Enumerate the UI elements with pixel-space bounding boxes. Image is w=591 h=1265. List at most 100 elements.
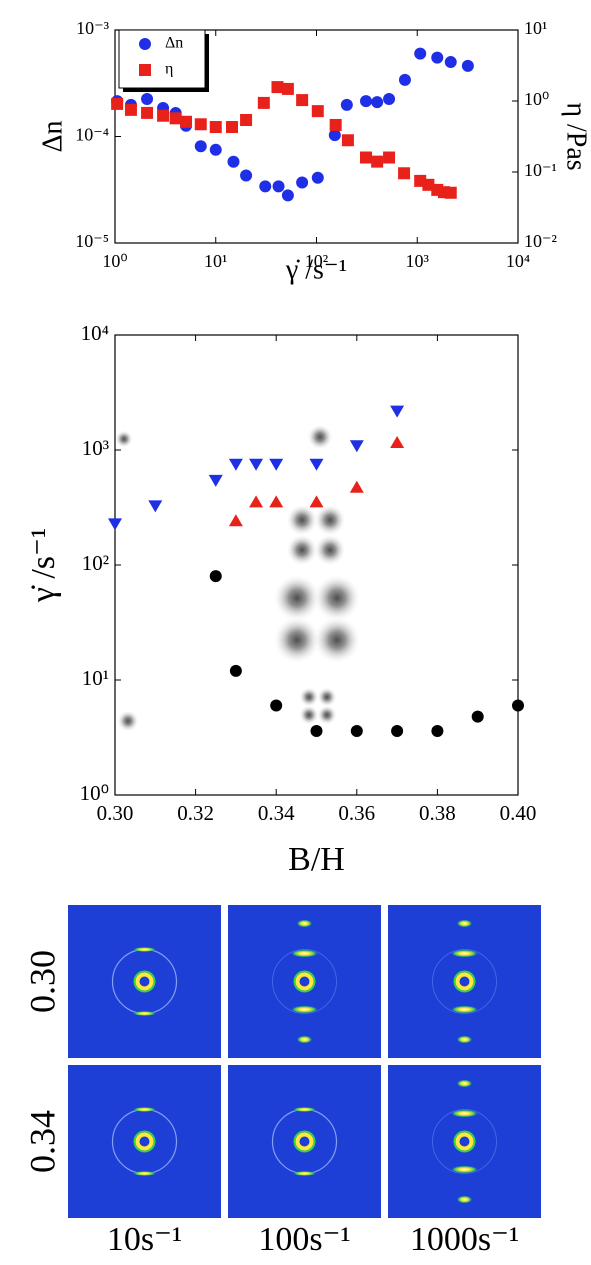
legend-marker [139,38,151,50]
spot [450,949,479,958]
marker [281,82,294,95]
pattern-image [68,1065,221,1218]
y2-axis-label: η /Pas [561,102,591,170]
x-tick-label: 0.38 [419,801,456,825]
center-halo [293,1130,316,1153]
marker [228,458,243,471]
y2-tick-label: 10⁻² [524,231,557,251]
marker [141,106,154,119]
spot [290,1005,319,1014]
marker [209,121,222,134]
marker [209,143,222,156]
center-ring [295,1132,314,1151]
marker [360,151,373,164]
marker [240,169,253,182]
y-tick-label: 10⁰ [80,781,109,805]
y2-tick-label: 10⁰ [524,89,549,109]
center-halo [453,970,476,993]
y2-tick-label: 10⁻¹ [524,160,557,180]
pattern-image [68,905,221,1058]
outer-ring [272,949,337,1014]
ring-arc [292,1171,317,1176]
marker [169,112,182,125]
column-label: 100s⁻¹ [258,1221,350,1258]
marker [310,725,323,738]
marker [281,189,294,202]
marker [512,699,524,712]
marker [227,155,240,168]
column-label: 10s⁻¹ [107,1221,182,1258]
marker [371,155,384,168]
spot [450,1109,479,1118]
marker [341,134,354,147]
spot [450,1165,479,1174]
x-tick-label: 10⁰ [102,251,127,271]
pattern-bg [228,905,381,1058]
marker [398,167,411,180]
pattern-bg [228,1065,381,1218]
y-tick-label: 10² [82,551,109,575]
marker [383,151,396,164]
x-tick-label: 10³ [406,251,430,271]
marker [383,92,396,105]
marker [141,92,154,105]
pattern-image [228,905,381,1058]
spot [456,919,473,928]
ring-arc [132,1011,157,1016]
center-halo [293,970,316,993]
marker [226,121,239,134]
ring-arc [292,1107,317,1112]
y-axis-label: γ̇ /s⁻¹ [25,528,62,603]
marker [108,518,122,531]
center-halo [453,1130,476,1153]
inset [307,424,333,450]
spot [296,1035,313,1044]
spot [290,949,319,958]
marker [360,95,373,108]
center-halo [133,1130,156,1153]
marker [431,51,444,64]
y-tick-label: 10⁻⁵ [75,231,109,251]
x-tick-label: 0.32 [177,801,214,825]
spot [456,1079,473,1088]
y2-tick-label: 10¹ [524,18,547,38]
marker [180,115,193,128]
x-tick-label: 10² [305,251,328,271]
marker [194,118,207,131]
marker [390,436,405,449]
spot [450,1005,479,1014]
marker [240,114,253,127]
marker [390,405,405,418]
y-tick-label: 10⁻³ [76,18,110,38]
marker [391,725,404,738]
x-axis-label: γ̇ /s⁻¹ [285,254,347,285]
marker [124,103,137,116]
inset [299,687,337,725]
ring-arc [132,947,157,952]
center-halo [133,970,156,993]
marker [296,94,309,107]
y-tick-label: 10⁴ [81,321,109,345]
legend-label: Δn [165,35,183,52]
ring-arc [132,1107,157,1112]
marker [311,171,324,184]
row-label: 0.34 [22,1110,62,1173]
marker [398,73,411,86]
marker [461,59,474,72]
center-ring [135,1132,154,1151]
marker [228,514,243,527]
legend-label: η [165,61,173,78]
marker [272,180,285,193]
y-axis-label: Δn [37,120,68,152]
marker [209,570,222,583]
marker [311,105,324,118]
x-tick-label: 0.30 [97,801,134,825]
pattern-bg [68,905,221,1058]
x-tick-label: 10¹ [204,251,227,271]
inset [273,574,361,664]
marker [249,458,264,471]
center-ring [295,972,314,991]
marker [340,98,353,111]
